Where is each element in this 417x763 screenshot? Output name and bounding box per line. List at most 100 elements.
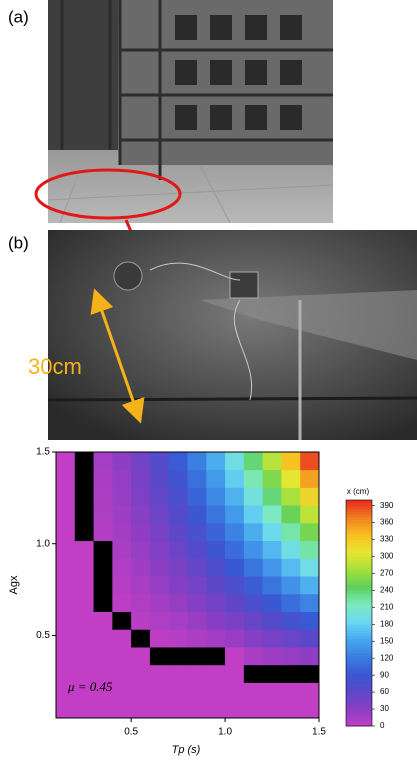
cell [56,558,76,577]
colorbar-segment [346,683,372,687]
cell [300,540,320,559]
colorbar-segment [346,500,372,504]
cell [187,593,207,612]
colorbar-segment [346,505,372,509]
cell [131,522,151,542]
x-tick-label: 0.5 [124,727,138,738]
colorbar-segment [346,516,372,521]
cell [206,611,226,630]
cell [149,558,170,577]
cell [149,682,170,701]
cell [93,469,113,488]
colorbar-segment [346,607,372,611]
colorbar-segment [346,548,372,552]
colorbar-segment [346,593,372,597]
cell [74,682,94,701]
boundary-cell [206,647,226,666]
colorbar-segment [346,581,372,586]
cell [149,469,170,488]
boundary-cell [300,664,320,683]
cell [206,682,226,701]
cell [225,647,245,666]
cell [281,682,301,701]
cell [300,505,320,524]
cell [93,700,113,719]
colorbar-segment [346,610,372,614]
cell [74,629,94,648]
cell [93,611,113,630]
cell [281,576,301,595]
cell [206,664,226,683]
cell [149,452,170,471]
colorbar-segment [346,573,372,577]
cell [281,452,301,471]
colorbar-segment [346,709,372,713]
colorbar-segment [346,542,372,546]
colorbar-segment [346,700,372,704]
colorbar-segment [346,570,372,574]
cell [300,469,320,488]
cell [262,647,282,666]
cell [187,505,207,524]
cell [206,593,226,612]
x-tick-label: 1.0 [218,727,232,738]
colorbar-segment [346,598,372,603]
colorbar-segment [346,627,372,631]
cell [74,611,94,630]
colorbar-segment [346,613,372,617]
cell [149,487,170,506]
colorbar-segment [346,584,372,589]
cell [187,558,207,577]
cell [112,487,132,506]
cell [93,522,113,542]
colorbar-segment [346,686,372,690]
cell [243,611,264,630]
heatmap: 0.5 1.0 1.5 0.5 1.0 1.5 0 30 60 90 120 150 180 210 240… [36,447,394,738]
colorbar-tick-label: 210 [380,602,394,611]
cell [243,558,264,577]
x-axis-title: Tp (s) [172,744,201,756]
cell [243,629,264,648]
cell [131,664,151,683]
cell [131,452,151,471]
cell [131,505,151,524]
colorbar-segment [346,703,372,707]
cell [300,593,320,612]
colorbar-segment [346,680,372,685]
cell [187,469,207,488]
boundary-cell [243,664,264,683]
colorbar-segment [346,562,372,566]
boundary-cell [74,505,94,524]
cell [262,558,282,577]
boundary-cell [168,647,188,666]
cell [243,522,264,542]
cell [93,629,113,648]
colorbar-segment [346,604,372,608]
cell [168,487,188,506]
cell [149,505,170,524]
cell [281,647,301,666]
colorbar-segment [346,525,372,529]
colorbar-tick-label: 270 [380,569,394,578]
cell [300,700,320,719]
cell [112,647,132,666]
cell [93,505,113,524]
y-tick-label: 1.5 [36,447,50,458]
cell [131,487,151,506]
cell [243,452,264,471]
cell [262,700,282,719]
cell [206,558,226,577]
cell [225,540,245,559]
cell [225,576,245,595]
scale-arrow [90,288,145,424]
cell [300,647,320,666]
cell [300,611,320,630]
colorbar-segment [346,694,372,699]
cell [300,522,320,542]
cell [56,522,76,542]
cell [56,682,76,701]
cell [56,487,76,506]
cell [56,611,76,630]
cell [225,682,245,701]
